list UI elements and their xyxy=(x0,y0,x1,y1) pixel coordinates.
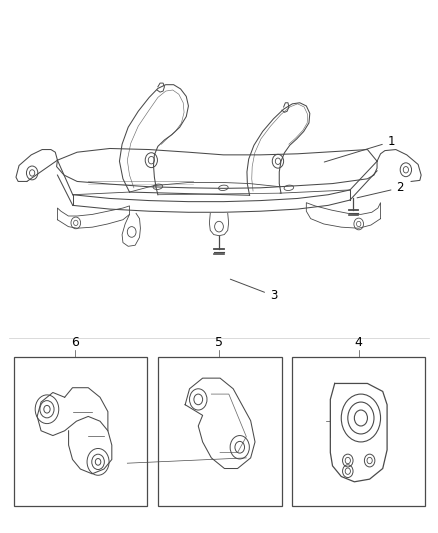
Bar xyxy=(158,357,283,506)
Text: 4: 4 xyxy=(355,336,363,349)
Text: 5: 5 xyxy=(215,336,223,349)
Bar xyxy=(292,357,425,506)
Text: 1: 1 xyxy=(324,135,395,162)
Text: 6: 6 xyxy=(71,336,79,349)
Text: 3: 3 xyxy=(230,279,277,302)
Bar xyxy=(14,357,147,506)
Text: 2: 2 xyxy=(357,181,404,198)
